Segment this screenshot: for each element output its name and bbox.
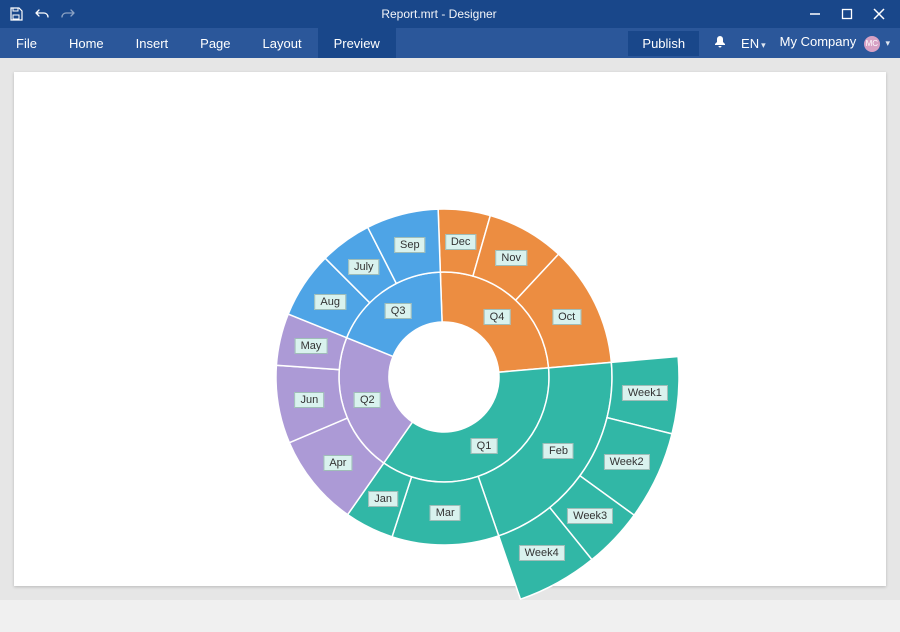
save-icon[interactable] [8,6,24,22]
chevron-down-icon: ▾ [885,38,890,48]
canvas-area: Q4DecNovOctQ1FebWeek1Week2Week3Week4MarJ… [0,58,900,600]
ribbon-right: Publish EN▾ My Company MC ▾ [618,28,900,58]
maximize-icon[interactable] [840,7,854,21]
tab-layout[interactable]: Layout [247,28,318,58]
ribbon-spacer [396,28,619,58]
avatar: MC [864,36,880,52]
tab-page[interactable]: Page [184,28,246,58]
company-selector[interactable]: My Company MC ▾ [780,34,890,52]
close-icon[interactable] [872,7,886,21]
tab-preview[interactable]: Preview [318,28,396,58]
tab-file[interactable]: File [0,28,53,58]
tab-home[interactable]: Home [53,28,120,58]
bell-icon[interactable] [713,35,727,52]
ribbon-tabs: FileHomeInsertPageLayoutPreview [0,28,396,58]
chevron-down-icon: ▾ [761,40,766,50]
language-selector[interactable]: EN▾ [741,36,766,51]
window-controls [794,7,900,21]
tab-insert[interactable]: Insert [120,28,185,58]
undo-icon[interactable] [34,6,50,22]
sunburst-chart [14,72,900,632]
publish-button[interactable]: Publish [628,31,699,56]
ribbon-bar: FileHomeInsertPageLayoutPreview Publish … [0,28,900,58]
minimize-icon[interactable] [808,7,822,21]
company-label: My Company [780,34,857,49]
redo-icon[interactable] [60,6,76,22]
report-page: Q4DecNovOctQ1FebWeek1Week2Week3Week4MarJ… [14,72,886,586]
language-label: EN [741,36,759,51]
title-bar: Report.mrt - Designer [0,0,900,28]
quick-access-toolbar [0,6,84,22]
window-title: Report.mrt - Designer [84,7,794,21]
